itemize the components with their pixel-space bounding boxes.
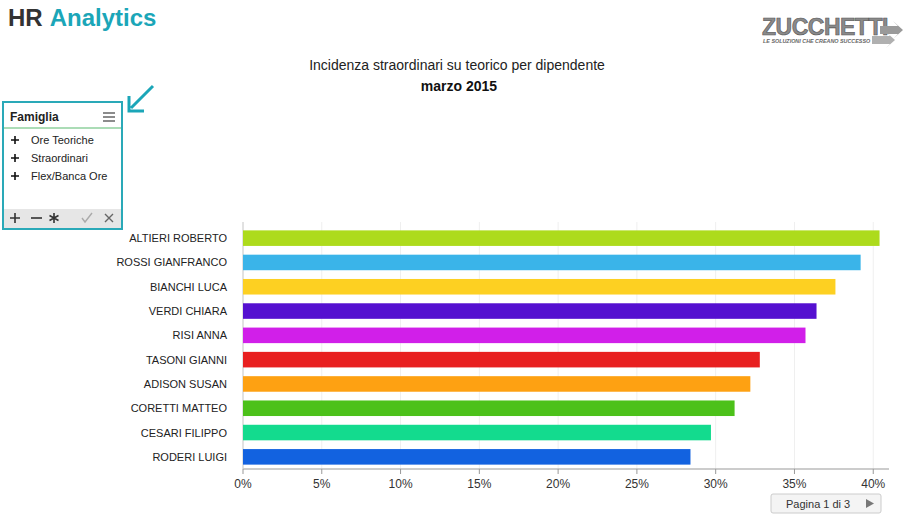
app-title-part: Analytics — [50, 4, 157, 31]
tick-mark — [558, 469, 559, 474]
panel-expand-icon[interactable] — [11, 172, 19, 180]
panel-item[interactable]: Straordinari — [31, 152, 88, 164]
toolbar-add[interactable] — [10, 213, 20, 223]
category-label: BIANCHI LUCA — [150, 281, 228, 293]
category-labels: ALTIERI ROBERTO ROSSI GIANFRANCO BIANCHI L… — [116, 232, 227, 463]
pager-box[interactable] — [771, 494, 881, 513]
bar — [243, 328, 805, 344]
tick-label: 10% — [389, 477, 413, 491]
category-label: RODERI LUIGI — [152, 451, 227, 463]
logo: ZUCCHETTILE SOLUZIONI CHE CREANO SUCCESS… — [762, 14, 903, 48]
category-label: ALTIERI ROBERTO — [129, 232, 227, 244]
bar — [243, 376, 750, 392]
bar — [243, 352, 760, 368]
panel-item[interactable]: Ore Teoriche — [31, 134, 94, 146]
category-label: TASONI GIANNI — [146, 354, 227, 366]
bar — [243, 255, 861, 271]
category-label: CORETTI MATTEO — [131, 402, 228, 414]
filter-panel: Famiglia Ore Teoriche Straordinari Flex/Ban… — [3, 102, 122, 229]
bar — [243, 449, 690, 465]
chart-title: Incidenza straordinari su teorico per di… — [309, 57, 605, 73]
category-label: CESARI FILIPPO — [141, 427, 228, 439]
tick-mark — [794, 469, 795, 474]
tick-label: 20% — [546, 477, 570, 491]
category-label: VERDI CHIARA — [149, 305, 228, 317]
pointer-arrow — [129, 86, 153, 111]
bar — [243, 425, 711, 441]
tick-mark — [400, 469, 401, 474]
bar — [243, 279, 835, 295]
tick-mark — [715, 469, 716, 474]
logo-tagline: LE SOLUZIONI CHE CREANO SUCCESSO — [763, 38, 871, 44]
bar — [243, 400, 735, 416]
panel-expand-icon[interactable] — [11, 154, 19, 162]
toolbar-confirm[interactable] — [82, 213, 92, 222]
app-title-part: HR — [8, 4, 43, 31]
app-title: HR Analytics — [8, 4, 156, 31]
panel-header-rule — [4, 127, 121, 129]
panel-menu-icon[interactable] — [103, 112, 115, 114]
tick-label: 15% — [467, 477, 491, 491]
pager-next[interactable] — [866, 499, 874, 508]
bar — [243, 230, 880, 246]
logo-arrow — [872, 32, 895, 48]
tick-mark — [636, 469, 637, 474]
tick-label: 35% — [782, 477, 806, 491]
panel-menu-icon[interactable] — [103, 120, 115, 122]
toolbar-remove[interactable] — [31, 217, 42, 219]
panel-menu-icon[interactable] — [103, 116, 115, 118]
tick-mark — [873, 469, 874, 474]
panel-frame — [3, 102, 122, 229]
tick-mark — [479, 469, 480, 474]
category-label: ROSSI GIANFRANCO — [116, 256, 227, 268]
pager-text: Pagina 1 di 3 — [786, 498, 850, 510]
pager: Pagina 1 di 3 — [771, 494, 881, 513]
canvas: HR Analytics ZUCCHETTILE SOLUZIONI CHE CRE… — [0, 0, 915, 522]
bar — [243, 303, 817, 319]
panel-item[interactable]: Flex/Banca Ore — [31, 170, 107, 182]
category-label: ADISON SUSAN — [144, 378, 227, 390]
tick-label: 30% — [704, 477, 728, 491]
tick-mark — [243, 469, 244, 474]
bars — [243, 230, 880, 464]
toolbar-all[interactable] — [50, 213, 59, 223]
tick-label: 5% — [313, 477, 331, 491]
tick-label: 40% — [861, 477, 885, 491]
chart-subtitle: marzo 2015 — [421, 78, 497, 94]
toolbar-close[interactable] — [105, 214, 113, 222]
axis-line — [243, 469, 889, 470]
category-label: RISI ANNA — [173, 329, 228, 341]
panel-title: Famiglia — [10, 110, 59, 124]
page: HR Analytics ZUCCHETTILE SOLUZIONI CHE CRE… — [0, 0, 915, 522]
tick-label: 25% — [625, 477, 649, 491]
panel-toolbar — [4, 209, 121, 228]
panel-header — [4, 103, 121, 128]
grid — [243, 222, 873, 469]
panel-expand-icon[interactable] — [11, 136, 19, 144]
x-axis: 0% 5% 10% 15% 20% 25% 30% 35% 40% — [234, 222, 889, 491]
tick-mark — [321, 469, 322, 474]
grid-line — [873, 222, 874, 469]
logo-text: ZUCCHETTI — [762, 14, 888, 40]
tick-label: 0% — [234, 477, 252, 491]
